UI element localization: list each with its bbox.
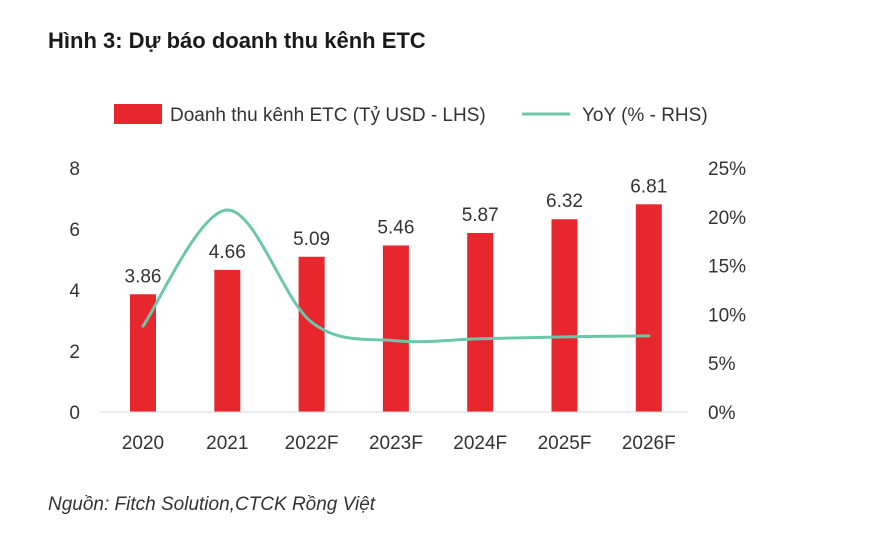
- right-tick-label: 25%: [708, 159, 746, 180]
- bar-2025F: [551, 219, 578, 412]
- right-tick-label: 0%: [708, 403, 736, 424]
- left-tick-label: 0: [69, 403, 80, 424]
- x-tick-label: 2020: [122, 433, 164, 454]
- x-tick-label: 2026F: [622, 433, 676, 454]
- x-tick-label: 2025F: [538, 433, 592, 454]
- x-tick-label: 2023F: [369, 433, 423, 454]
- yoy-line: [141, 208, 651, 344]
- legend-swatch-bar: [114, 104, 162, 124]
- bar-value-label: 3.86: [125, 266, 162, 287]
- x-axis: 2020 2021 2022F 2023F 2024F 2025F 2026F: [100, 411, 688, 454]
- x-tick-label: 2024F: [453, 433, 507, 454]
- bar-2024F: [467, 232, 494, 412]
- bar-value-label: 5.09: [293, 229, 330, 250]
- chart-title: Hình 3: Dự báo doanh thu kênh ETC: [48, 28, 426, 53]
- right-tick-label: 5%: [708, 354, 736, 375]
- bar-2023F: [382, 245, 409, 412]
- legend: Doanh thu kênh ETC (Tỷ USD - LHS) YoY (% …: [114, 104, 708, 126]
- x-tick-label: 2022F: [285, 433, 339, 454]
- bar-labels: 3.86 4.66 5.09 5.46 5.87 6.32 6.81: [125, 176, 668, 287]
- right-axis: 0% 5% 10% 15% 20% 25%: [708, 159, 746, 424]
- bar-2026F: [635, 204, 662, 412]
- right-tick-label: 20%: [708, 208, 746, 229]
- left-tick-label: 8: [69, 159, 80, 180]
- bar-value-label: 4.66: [209, 242, 246, 263]
- right-tick-label: 10%: [708, 305, 746, 326]
- x-tick-label: 2021: [206, 433, 248, 454]
- legend-label-line: YoY (% - RHS): [582, 105, 708, 126]
- legend-label-bar: Doanh thu kênh ETC (Tỷ USD - LHS): [170, 105, 486, 126]
- source-note: Nguồn: Fitch Solution,CTCK Rồng Việt: [48, 494, 376, 515]
- bars: [130, 204, 662, 412]
- right-tick-label: 15%: [708, 257, 746, 278]
- left-tick-label: 2: [69, 342, 80, 363]
- bar-2022F: [298, 256, 325, 412]
- bar-value-label: 6.32: [546, 191, 583, 212]
- bar-value-label: 5.87: [462, 205, 499, 226]
- left-tick-label: 4: [69, 281, 80, 302]
- left-axis: 0 2 4 6 8: [69, 159, 80, 424]
- bar-value-label: 5.46: [377, 217, 414, 238]
- bar-2021: [214, 269, 241, 412]
- bar-value-label: 6.81: [630, 176, 667, 197]
- left-tick-label: 6: [69, 220, 80, 241]
